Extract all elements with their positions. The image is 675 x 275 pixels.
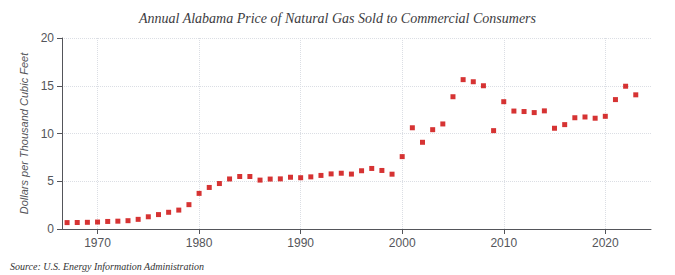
svg-text:20: 20 — [41, 31, 55, 45]
svg-text:1990: 1990 — [287, 236, 314, 250]
svg-text:5: 5 — [47, 174, 54, 188]
svg-text:2010: 2010 — [490, 236, 517, 250]
svg-text:Annual Alabama Price of Natura: Annual Alabama Price of Natural Gas Sold… — [138, 11, 537, 26]
svg-text:2000: 2000 — [389, 236, 416, 250]
svg-text:Dollars per Thousand Cubic Fee: Dollars per Thousand Cubic Feet — [18, 52, 30, 214]
svg-text:1970: 1970 — [84, 236, 111, 250]
svg-text:0: 0 — [47, 222, 54, 236]
svg-text:1980: 1980 — [186, 236, 213, 250]
svg-text:15: 15 — [41, 79, 55, 93]
svg-text:10: 10 — [41, 127, 55, 141]
svg-text:2020: 2020 — [592, 236, 619, 250]
svg-text:Source: U.S. Energy Informatio: Source: U.S. Energy Information Administ… — [10, 261, 204, 272]
